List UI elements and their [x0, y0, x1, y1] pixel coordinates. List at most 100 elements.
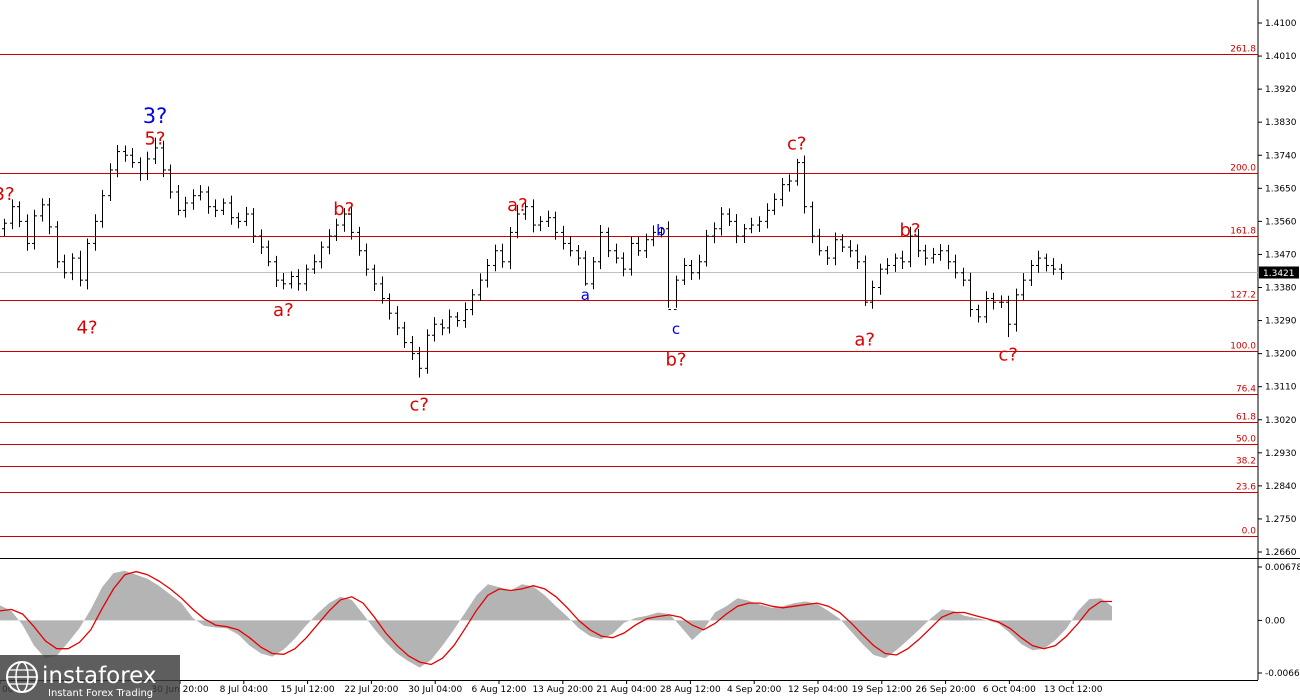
- price-bar-74: [561, 225, 566, 250]
- price-bar-51: [387, 293, 392, 320]
- price-bar-97: [734, 214, 739, 244]
- price-bar-91: [689, 260, 694, 280]
- price-bar-7: [55, 221, 60, 268]
- price-bar-122: [923, 244, 928, 266]
- price-bar-71: [538, 216, 543, 232]
- price-bar-26: [198, 185, 203, 201]
- time-label-2: 8 Jul 04:00: [220, 685, 269, 695]
- price-bar-108: [817, 228, 822, 256]
- price-tick-label-8: 1.3380: [1265, 284, 1297, 294]
- time-label-13: 26 Sep 20:00: [916, 685, 976, 695]
- price-bar-66: [500, 243, 505, 268]
- price-bar-12: [93, 214, 98, 251]
- price-bar-13: [100, 189, 105, 228]
- price-bar-20: [153, 137, 158, 164]
- price-bar-130: [984, 291, 989, 323]
- fib-label-5: 76.4: [1236, 385, 1256, 395]
- time-label-6: 6 Aug 12:00: [472, 685, 527, 695]
- price-bar-64: [485, 259, 490, 288]
- price-bar-119: [900, 250, 905, 270]
- wave-label-5: a?: [273, 300, 294, 321]
- price-bar-98: [742, 224, 747, 243]
- time-label-3: 15 Jul 12:00: [281, 685, 335, 695]
- price-tick-label-10: 1.3200: [1265, 350, 1297, 360]
- price-bar-65: [493, 244, 498, 272]
- price-bar-30: [229, 195, 234, 225]
- price-bar-52: [395, 306, 400, 336]
- price-bar-3: [25, 214, 30, 251]
- price-bar-50: [380, 276, 385, 304]
- price-bar-1: [10, 199, 15, 230]
- price-bar-75: [568, 236, 573, 257]
- wave-label-2: 5?: [144, 129, 165, 150]
- price-tick-label-7: 1.3470: [1265, 250, 1297, 260]
- time-label-1: 30 Jun 20:00: [151, 685, 208, 695]
- price-bar-39: [296, 269, 301, 291]
- price-bar-118: [893, 253, 898, 272]
- fib-label-3: 127.2: [1230, 291, 1256, 301]
- wave-label-6: c?: [410, 395, 429, 416]
- price-bar-79: [598, 225, 603, 270]
- price-tick-label-0: 1.4100: [1265, 19, 1297, 29]
- price-bar-126: [953, 254, 958, 279]
- price-bar-69: [523, 202, 528, 220]
- price-bar-53: [402, 321, 407, 348]
- price-tick-label-3: 1.3830: [1265, 118, 1297, 128]
- fib-label-8: 38.2: [1236, 457, 1256, 467]
- price-bar-57: [432, 317, 437, 342]
- time-label-14: 6 Oct 04:00: [983, 685, 1036, 695]
- wave-label-14: a?: [854, 330, 875, 351]
- oscillator-histogram: [0, 570, 1112, 668]
- price-bar-81: [614, 243, 619, 264]
- price-bar-87: [659, 226, 664, 238]
- wave-label-15: c?: [998, 345, 1017, 366]
- price-tick-label-15: 1.2750: [1265, 515, 1297, 525]
- price-bar-105: [795, 158, 800, 186]
- price-bar-139: [1051, 258, 1056, 275]
- price-bar-115: [870, 280, 875, 309]
- price-bar-17: [130, 148, 135, 168]
- wave-label-3: 4?: [77, 317, 98, 338]
- price-bar-140: [1059, 263, 1064, 280]
- price-tick-label-9: 1.3290: [1265, 317, 1297, 327]
- price-axis: 1.4100 1.4010 1.3920 1.3830 1.3740 1.3650 1.35…: [1258, 19, 1299, 558]
- price-bar-8: [62, 254, 67, 279]
- price-bar-11: [85, 238, 90, 290]
- price-bar-29: [221, 198, 226, 215]
- price-bar-77: [583, 250, 588, 286]
- price-bar-56: [425, 329, 430, 374]
- price-bar-37: [281, 273, 286, 290]
- price-tick-label-2: 1.3920: [1265, 85, 1297, 95]
- price-bar-84: [636, 236, 641, 256]
- price-tick-label-13: 1.2930: [1265, 449, 1297, 459]
- fib-label-7: 50.0: [1236, 435, 1256, 445]
- price-bar-100: [757, 216, 762, 233]
- price-bar-5: [40, 198, 45, 222]
- instaforex-logo: instaforex Instant Forex Trading: [0, 655, 180, 700]
- price-bar-0: [2, 218, 7, 237]
- oscillator-signal-line: [0, 570, 1112, 666]
- price-bar-14: [108, 163, 113, 201]
- wave-label-0: 3?: [0, 184, 15, 205]
- price-bar-85: [644, 233, 649, 258]
- price-bar-46: [349, 207, 354, 240]
- price-bar-107: [810, 201, 815, 244]
- price-bar-6: [47, 198, 52, 235]
- osc-tick-label-1: 0.00: [1265, 616, 1285, 626]
- fib-label-4: 100.0: [1230, 342, 1256, 352]
- price-tick-label-16: 1.2660: [1265, 548, 1297, 558]
- price-bar-36: [274, 255, 279, 288]
- price-bar-70: [531, 199, 536, 233]
- price-bar-10: [78, 250, 83, 287]
- time-label-10: 4 Sep 20:00: [727, 685, 782, 695]
- price-bar-43: [327, 229, 332, 255]
- time-label-8: 21 Aug 04:00: [596, 685, 657, 695]
- globe-icon: [6, 661, 38, 693]
- price-bar-111: [840, 234, 845, 252]
- time-label-15: 13 Oct 12:00: [1044, 685, 1103, 695]
- oscillator-axis: 0.00678 0.00 -0.00668: [1258, 563, 1300, 679]
- price-bar-94: [712, 222, 717, 244]
- price-bar-21: [161, 140, 166, 178]
